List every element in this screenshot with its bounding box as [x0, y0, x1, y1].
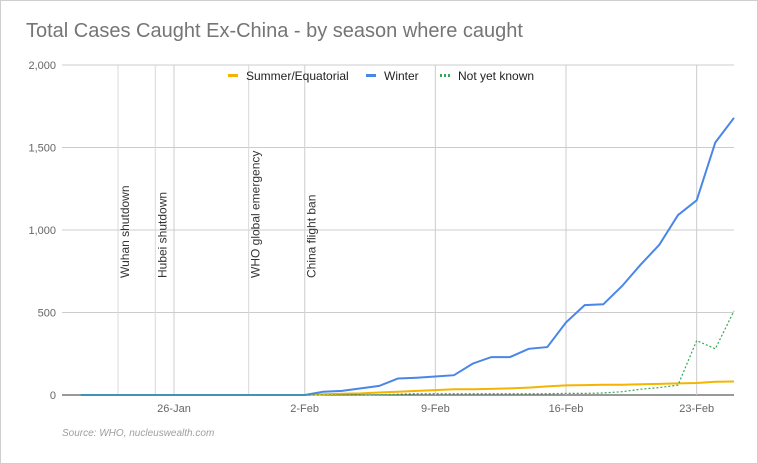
- legend-swatch: [448, 74, 450, 77]
- y-tick-label: 2,000: [28, 60, 56, 72]
- y-tick-label: 0: [50, 390, 56, 402]
- annotation-label: China flight ban: [305, 195, 319, 278]
- legend-swatch: [366, 74, 376, 77]
- legend-label: Not yet known: [458, 69, 534, 83]
- x-tick-label: 9-Feb: [421, 403, 450, 415]
- legend-swatch: [228, 74, 238, 77]
- legend-swatch: [444, 74, 446, 77]
- annotation-label: Wuhan shutdown: [118, 185, 132, 278]
- x-tick-label: 23-Feb: [679, 403, 714, 415]
- y-tick-label: 500: [38, 308, 56, 320]
- y-tick-label: 1,000: [28, 225, 56, 237]
- series-line: [80, 380, 735, 396]
- chart-source: Source: WHO, nucleuswealth.com: [62, 428, 215, 439]
- x-tick-label: 26-Jan: [157, 403, 191, 415]
- chart-title: Total Cases Caught Ex-China - by season …: [26, 20, 523, 42]
- legend-label: Summer/Equatorial: [246, 69, 349, 83]
- legend-label: Winter: [384, 69, 419, 83]
- x-tick-label: 16-Feb: [549, 403, 584, 415]
- series-line: [80, 310, 735, 396]
- y-tick-label: 1,500: [28, 143, 56, 155]
- annotation-label: Hubei shutdown: [155, 192, 169, 278]
- annotation-label: WHO global emergency: [249, 151, 263, 278]
- legend-swatch: [440, 74, 442, 77]
- x-tick-label: 2-Feb: [290, 403, 319, 415]
- series-line: [80, 117, 735, 396]
